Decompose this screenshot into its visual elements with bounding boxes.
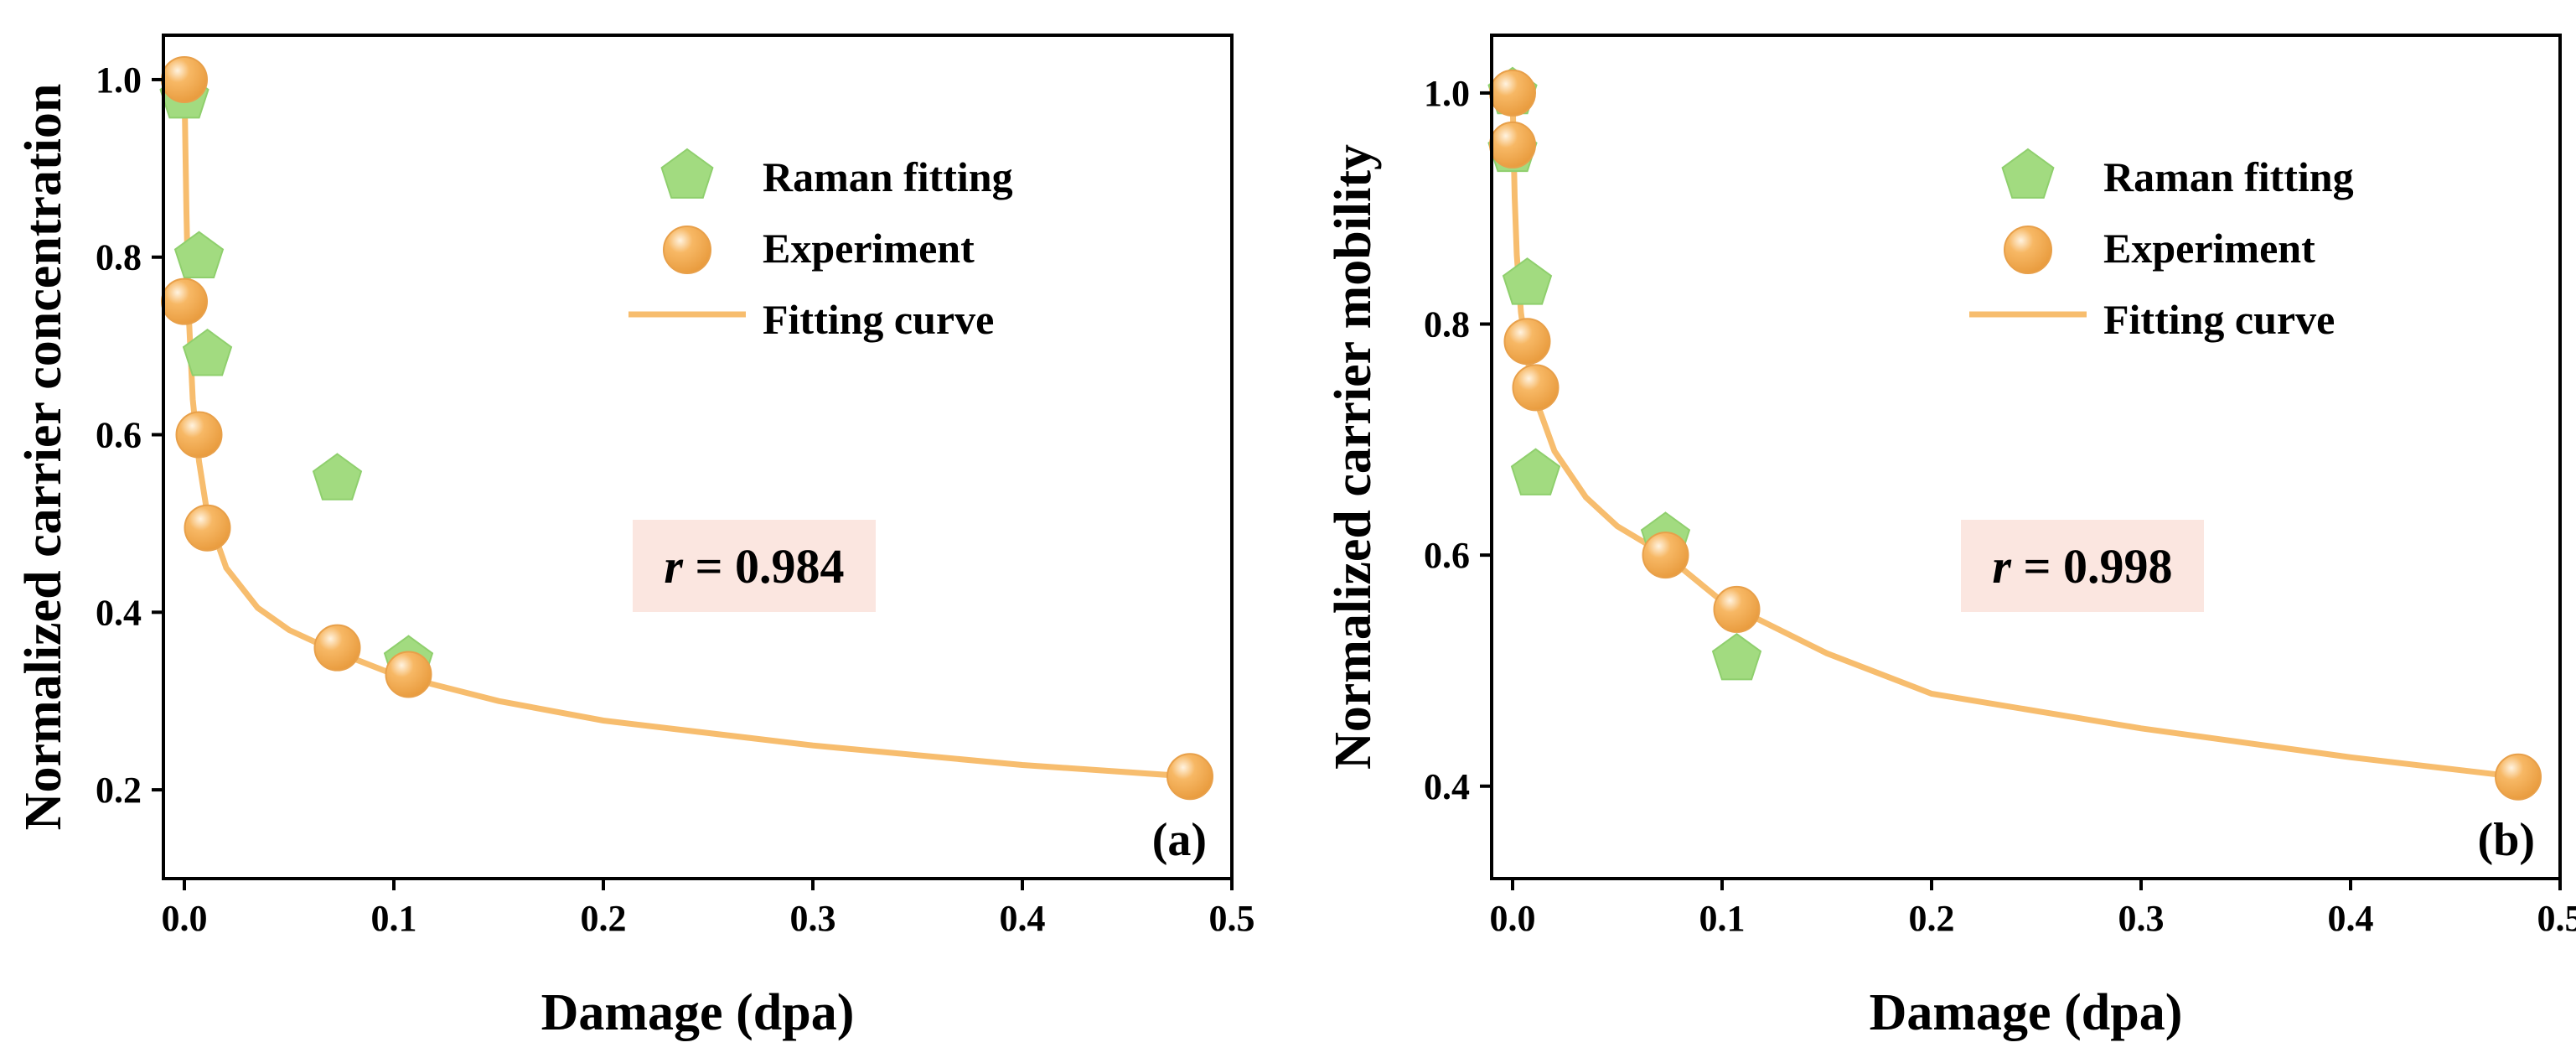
chart-a-raman-point [312,453,363,500]
chart-panel-a: 0.0 0.1 0.2 0.3 0.4 0.5 0.2 0.4 0.6 0.8 1.0 Damage… [15,34,1255,1041]
chart-a-y-tick-label: 0.8 [96,237,142,278]
chart-a-x-tick-label: 0.3 [790,898,836,939]
chart-b-panel-label: (b) [2478,814,2535,866]
chart-b-x-tick-label: 0.3 [2118,898,2165,939]
chart-b-correlation-value: r = 0.998 [1992,539,2172,594]
chart-b-x-axis-title: Damage (dpa) [1870,984,2183,1041]
chart-b-experiment-point [2495,753,2542,801]
chart-b-marks [1487,66,2542,801]
chart-a-panel-label: (a) [1152,814,1207,866]
chart-b-legend-experiment-marker [2004,226,2052,274]
chart-a-marks [159,55,1213,801]
chart-b-r-symbol: r [1992,539,2011,594]
chart-b-raman-point [1502,257,1553,305]
chart-a-y-tick-label: 0.6 [96,415,142,456]
chart-b-legend-raman-marker [2001,148,2055,199]
chart-a-experiment-point [161,55,208,103]
chart-b-raman-point [1711,632,1762,681]
chart-a-legend-raman-marker [660,148,714,199]
chart-a-y-tick-label: 0.2 [96,770,142,811]
chart-a-raman-point [173,231,225,278]
chart-b-experiment-point [1489,121,1536,169]
chart-a-correlation-value: r = 0.984 [664,539,844,594]
chart-a-x-axis-title: Damage (dpa) [541,984,855,1041]
chart-a-y-tick-label: 0.4 [96,592,142,633]
chart-b-ticks: 0.0 0.1 0.2 0.3 0.4 0.5 0.4 0.6 0.8 1.0 [1424,73,2576,939]
chart-b-y-tick-label: 0.4 [1424,766,1470,807]
chart-a-y-axis-title: Normalized carrier concentration [15,84,72,831]
chart-b-fitting-curve [1509,92,2519,781]
chart-b-experiment-point [1713,585,1761,633]
chart-b-r-number: = 0.998 [2011,539,2173,594]
chart-b-y-axis-title: Normalized carrier mobility [1325,144,1382,770]
chart-a-legend-curve-label: Fitting curve [763,296,994,343]
chart-b-legend-experiment-label: Experiment [2103,225,2315,272]
chart-a-plot-frame [162,34,1234,880]
chart-a-r-symbol: r [664,539,683,594]
chart-a-x-tick-label: 0.1 [371,898,417,939]
chart-b-legend-pentagon [2001,148,2055,199]
chart-b-experiment-point [1642,532,1689,579]
chart-b-x-tick-label: 0.4 [2328,898,2374,939]
chart-a-r-number: = 0.984 [683,539,845,594]
chart-b-legend-curve-label: Fitting curve [2103,296,2335,343]
chart-b-x-tick-label: 0.5 [2537,898,2576,939]
chart-b-x-tick-label: 0.0 [1490,898,1536,939]
chart-a-x-tick-label: 0.4 [1000,898,1046,939]
chart-a-legend-pentagon [660,148,714,199]
chart-b-experiment-point [1503,318,1551,366]
chart-a-experiment-point [175,411,223,459]
chart-panel-b: 0.0 0.1 0.2 0.3 0.4 0.5 0.4 0.6 0.8 1.0 Damage (d… [1325,34,2576,1041]
chart-a-x-tick-label: 0.5 [1209,898,1255,939]
chart-a-raman-point [182,328,233,376]
chart-a-legend-experiment-label: Experiment [763,225,975,272]
chart-a-legend: Raman fitting Experiment Fitting curve [628,148,1013,343]
chart-b-legend: Raman fitting Experiment Fitting curve [1969,148,2354,343]
chart-b-y-tick-label: 0.8 [1424,304,1470,345]
chart-a-y-tick-label: 1.0 [96,60,142,101]
chart-b-raman-point [1510,448,1561,495]
chart-b-legend-sphere [2004,226,2052,274]
chart-a-legend-experiment-marker [663,226,711,274]
chart-b-plot-frame [1490,34,2562,880]
chart-b-experiment-point [1489,69,1536,117]
chart-b-y-tick-label: 0.6 [1424,535,1470,576]
chart-b-experiment-point [1512,364,1560,412]
chart-a-correlation-annotation: r = 0.984 [633,520,876,612]
chart-a-experiment-point [313,624,361,672]
chart-b-y-tick-label: 1.0 [1424,73,1470,114]
chart-b-x-tick-label: 0.1 [1699,898,1746,939]
chart-a-experiment-point [161,277,208,325]
chart-b-correlation-box [1961,520,2204,612]
chart-b-x-tick-label: 0.2 [1909,898,1955,939]
chart-a-experiment-point [184,504,231,552]
chart-a-ticks: 0.0 0.1 0.2 0.3 0.4 0.5 0.2 0.4 0.6 0.8 1.0 [96,60,1255,939]
chart-a-correlation-box [633,520,876,612]
chart-b-legend-raman-label: Raman fitting [2103,153,2354,200]
chart-a-x-tick-label: 0.2 [581,898,627,939]
chart-a-x-tick-label: 0.0 [162,898,208,939]
chart-a-experiment-point [1166,753,1213,801]
chart-a-experiment-point [385,651,432,698]
chart-a-legend-raman-label: Raman fitting [763,153,1013,200]
chart-b-correlation-annotation: r = 0.998 [1961,520,2204,612]
chart-a-legend-sphere [663,226,711,274]
